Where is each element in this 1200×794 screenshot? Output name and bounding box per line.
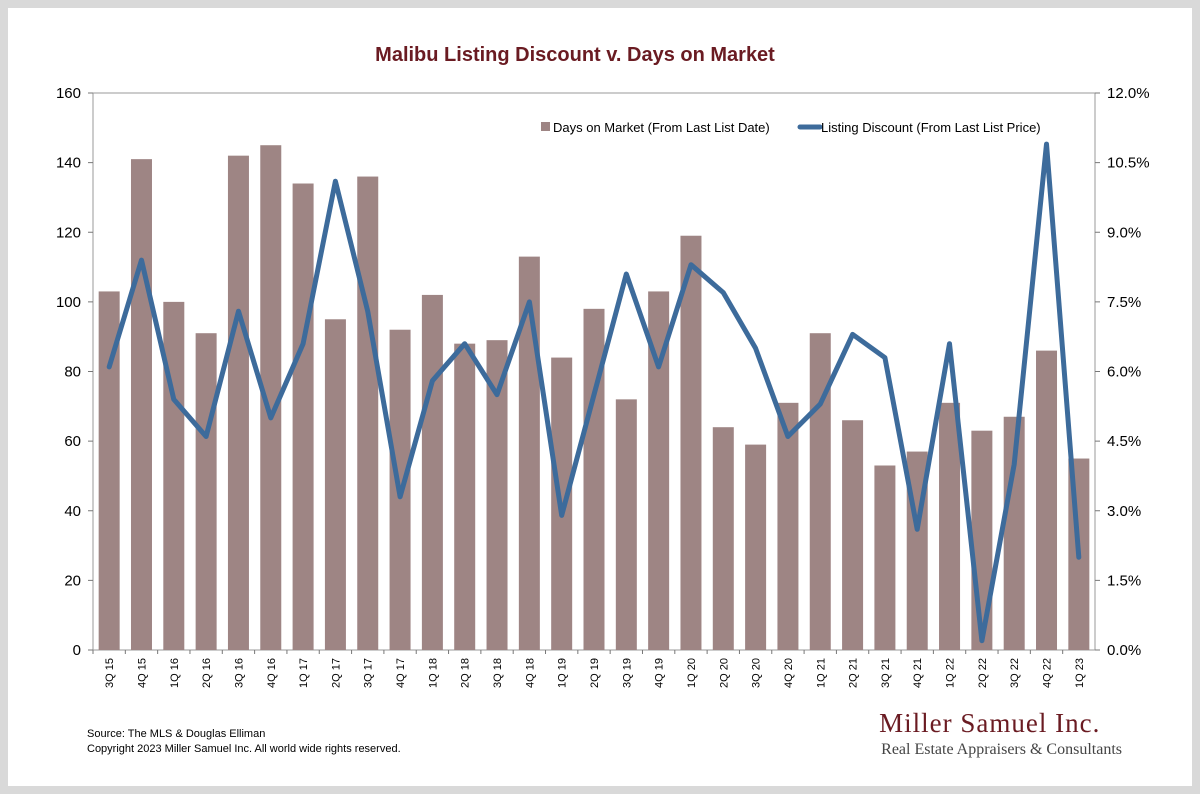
bar-days-on-market	[712, 427, 734, 650]
y-left-tick-label: 80	[64, 364, 81, 381]
legend-label-listing-discount: Listing Discount (From Last List Price)	[821, 120, 1041, 135]
y-right-tick-label: 3.0%	[1107, 503, 1141, 520]
bar-days-on-market	[292, 183, 314, 650]
x-tick-label: 4Q 17	[395, 658, 407, 688]
x-tick-label: 1Q 18	[427, 658, 439, 688]
chart-title: Malibu Listing Discount v. Days on Marke…	[375, 44, 775, 66]
x-tick-label: 2Q 20	[718, 658, 730, 688]
x-tick-label: 3Q 17	[363, 658, 375, 688]
bar-days-on-market	[163, 301, 185, 650]
x-tick-label: 3Q 18	[492, 658, 504, 688]
source-note: Source: The MLS & Douglas Elliman	[87, 728, 266, 740]
x-tick-label: 1Q 16	[169, 658, 181, 688]
y-right-tick-label: 1.5%	[1107, 572, 1141, 589]
bar-days-on-market	[809, 333, 831, 650]
x-tick-label: 1Q 17	[298, 658, 310, 688]
bar-days-on-market	[357, 176, 379, 651]
x-tick-label: 1Q 23	[1074, 658, 1086, 688]
bar-days-on-market	[227, 155, 249, 650]
brand-logo: Miller Samuel Inc. Real Estate Appraiser…	[879, 708, 1122, 759]
x-tick-label: 3Q 22	[1009, 658, 1021, 688]
bar-days-on-market	[615, 399, 637, 650]
legend-swatch-days-on-market	[541, 122, 550, 131]
x-tick-label: 2Q 22	[977, 658, 989, 688]
x-tick-label: 1Q 22	[945, 658, 957, 688]
x-tick-label: 3Q 19	[621, 658, 633, 688]
bar-days-on-market	[324, 319, 346, 650]
brand-tagline: Real Estate Appraisers & Consultants	[881, 741, 1122, 758]
y-left-tick-label: 140	[56, 155, 81, 172]
bar-days-on-market	[454, 343, 476, 650]
x-tick-label: 3Q 15	[104, 658, 116, 688]
bar-days-on-market	[98, 291, 120, 650]
bar-days-on-market	[939, 402, 961, 650]
x-tick-label: 2Q 17	[330, 658, 342, 688]
y-left-tick-label: 120	[56, 224, 81, 241]
y-right-tick-label: 7.5%	[1107, 294, 1141, 311]
x-tick-label: 4Q 18	[524, 658, 536, 688]
x-tick-label: 2Q 18	[460, 658, 472, 688]
y-right-tick-label: 0.0%	[1107, 642, 1141, 659]
x-tick-label: 3Q 21	[880, 658, 892, 688]
bar-days-on-market	[195, 333, 217, 650]
y-right-tick-label: 9.0%	[1107, 224, 1141, 241]
x-tick-label: 3Q 16	[233, 658, 245, 688]
y-left-tick-label: 60	[64, 433, 81, 450]
x-tick-label: 4Q 20	[783, 658, 795, 688]
y-left-tick-label: 20	[64, 572, 81, 589]
y-right-tick-label: 4.5%	[1107, 433, 1141, 450]
x-tick-label: 2Q 19	[589, 658, 601, 688]
copyright-note: Copyright 2023 Miller Samuel Inc. All wo…	[87, 743, 401, 755]
bar-days-on-market	[518, 256, 540, 650]
x-tick-label: 4Q 21	[912, 658, 924, 688]
bar-days-on-market	[777, 402, 799, 650]
x-tick-label: 1Q 21	[815, 658, 827, 688]
bar-days-on-market	[260, 145, 282, 650]
y-right-tick-label: 12.0%	[1107, 85, 1150, 102]
x-tick-label: 2Q 21	[848, 658, 860, 688]
bar-days-on-market	[421, 294, 443, 650]
x-tick-label: 1Q 20	[686, 658, 698, 688]
bar-days-on-market	[971, 430, 993, 650]
bar-days-on-market	[583, 308, 605, 650]
legend-label-days-on-market: Days on Market (From Last List Date)	[553, 120, 770, 135]
x-tick-label: 1Q 19	[557, 658, 569, 688]
y-left-tick-label: 40	[64, 503, 81, 520]
x-tick-label: 3Q 20	[751, 658, 763, 688]
x-tick-label: 4Q 19	[654, 658, 666, 688]
x-tick-label: 4Q 16	[266, 658, 278, 688]
y-right-tick-label: 6.0%	[1107, 364, 1141, 381]
bar-days-on-market	[130, 159, 152, 651]
bar-days-on-market	[648, 291, 670, 650]
x-tick-label: 4Q 22	[1042, 658, 1054, 688]
y-left-tick-label: 160	[56, 85, 81, 102]
bar-days-on-market	[680, 235, 702, 650]
x-tick-label: 4Q 15	[136, 658, 148, 688]
brand-name: Miller Samuel Inc.	[879, 708, 1101, 738]
bar-days-on-market	[874, 465, 896, 650]
bar-days-on-market	[1003, 416, 1025, 650]
bar-days-on-market	[842, 420, 864, 650]
y-left-tick-label: 0	[73, 642, 81, 659]
x-tick-label: 2Q 16	[201, 658, 213, 688]
bar-days-on-market	[486, 340, 508, 650]
bar-days-on-market	[1036, 350, 1058, 650]
y-left-tick-label: 100	[56, 294, 81, 311]
y-right-tick-label: 10.5%	[1107, 155, 1150, 172]
bar-days-on-market	[745, 444, 767, 650]
